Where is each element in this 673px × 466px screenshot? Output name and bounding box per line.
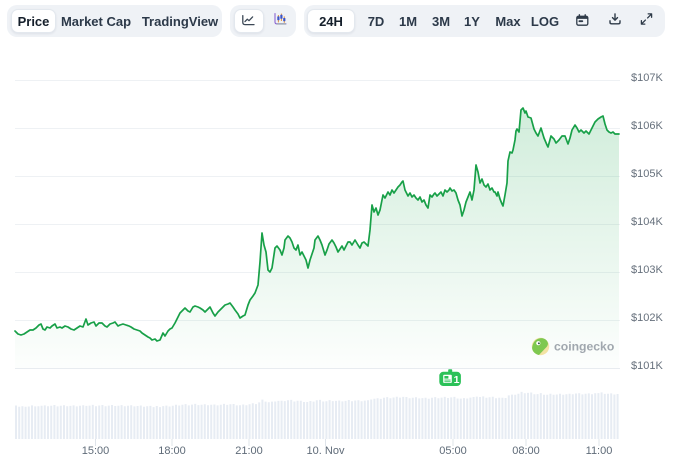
- svg-text:coingecko: coingecko: [554, 340, 614, 354]
- svg-text:21:00: 21:00: [235, 445, 263, 457]
- svg-text:$104K: $104K: [631, 216, 663, 228]
- svg-text:18:00: 18:00: [158, 445, 186, 457]
- svg-text:$103K: $103K: [631, 264, 663, 276]
- svg-text:$102K: $102K: [631, 312, 663, 324]
- svg-text:08:00: 08:00: [512, 445, 540, 457]
- svg-text:15:00: 15:00: [82, 445, 110, 457]
- svg-text:$101K: $101K: [631, 360, 663, 372]
- svg-text:05:00: 05:00: [439, 445, 467, 457]
- svg-text:$105K: $105K: [631, 168, 663, 180]
- svg-text:$106K: $106K: [631, 120, 663, 132]
- svg-text:$107K: $107K: [631, 72, 663, 84]
- svg-text:10. Nov: 10. Nov: [307, 445, 345, 457]
- svg-text:11:00: 11:00: [586, 445, 613, 457]
- svg-text:1: 1: [454, 374, 460, 386]
